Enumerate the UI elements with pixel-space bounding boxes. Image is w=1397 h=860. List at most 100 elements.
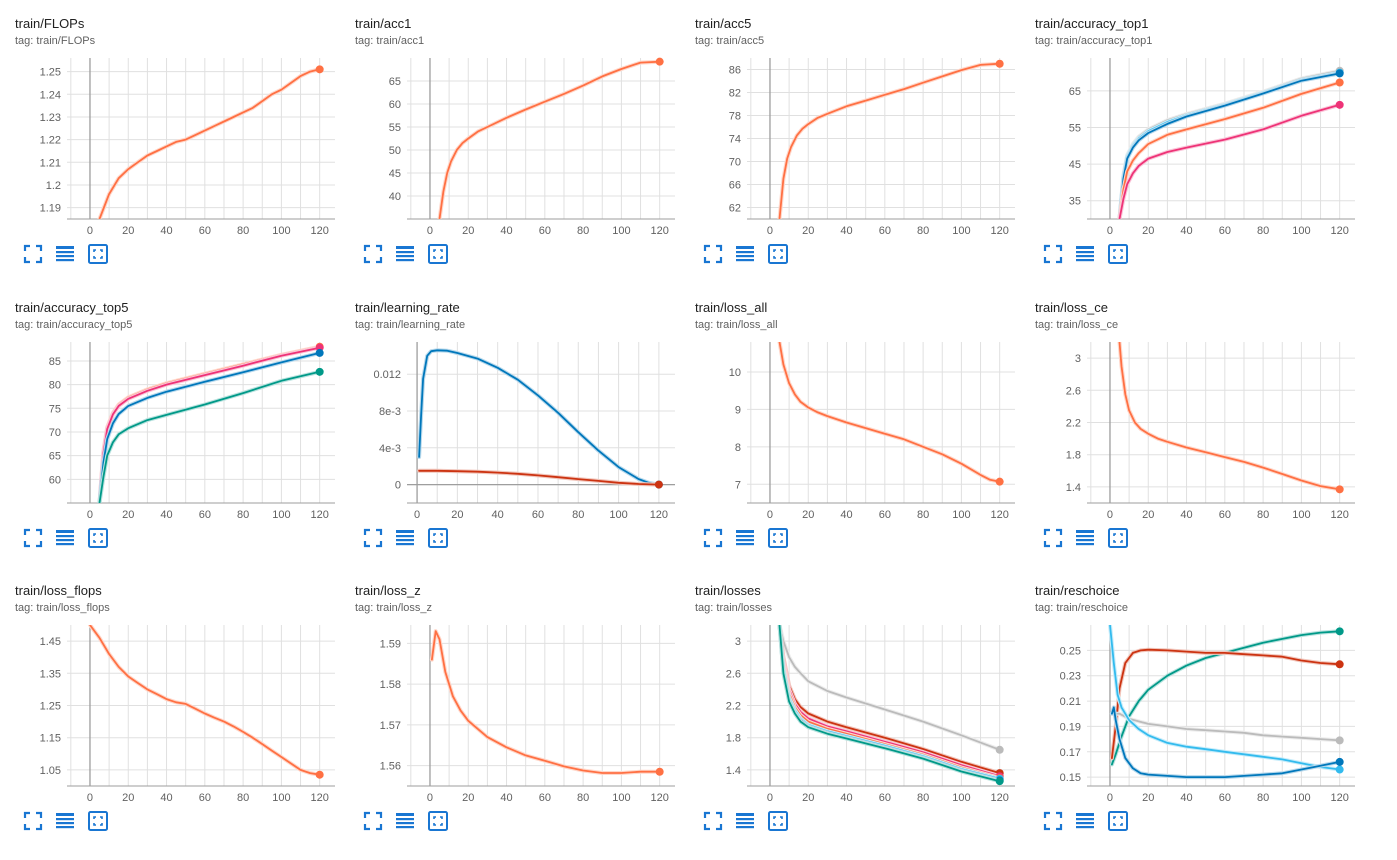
data-table-icon[interactable] (395, 528, 415, 548)
fit-domain-icon[interactable] (88, 244, 108, 264)
series-line[interactable] (1111, 630, 1341, 766)
fit-domain-icon[interactable] (1108, 244, 1128, 264)
series-line[interactable] (1118, 103, 1341, 219)
raw-series-line (97, 369, 322, 503)
fit-domain-icon[interactable] (88, 528, 108, 548)
fullscreen-icon[interactable] (23, 811, 43, 831)
last-point-marker[interactable] (654, 480, 663, 489)
last-point-marker[interactable] (1335, 765, 1344, 774)
last-point-marker[interactable] (995, 777, 1004, 786)
fit-domain-icon[interactable] (428, 811, 448, 831)
chart-plot[interactable]: 1.19 1.2 1.21 1.22 1.23 1.24 1.25 0 20 40 60 80 100 1… (15, 52, 345, 237)
fullscreen-icon[interactable] (23, 244, 43, 264)
fullscreen-icon[interactable] (363, 244, 383, 264)
fit-domain-icon[interactable] (768, 528, 788, 548)
fit-domain-icon[interactable] (428, 244, 448, 264)
data-table-icon[interactable] (395, 811, 415, 831)
last-point-marker[interactable] (315, 367, 324, 376)
data-table-icon[interactable] (1075, 244, 1095, 264)
last-point-marker[interactable] (1335, 485, 1344, 494)
last-point-marker[interactable] (995, 477, 1004, 486)
chart-plot[interactable]: 1.56 1.57 1.58 1.59 0 20 40 60 80 100 120 (355, 619, 685, 804)
data-table-icon[interactable] (1075, 528, 1095, 548)
y-tick-label: 1.24 (40, 89, 61, 101)
series-line[interactable] (1111, 712, 1341, 742)
series-line[interactable] (778, 62, 1001, 219)
last-point-marker[interactable] (655, 767, 664, 776)
fit-domain-icon[interactable] (1108, 528, 1128, 548)
series-line[interactable] (98, 68, 321, 219)
last-point-marker[interactable] (995, 59, 1004, 68)
series-line[interactable] (98, 346, 321, 503)
chart-plot[interactable]: 35 45 55 65 0 20 40 60 80 100 120 (1035, 52, 1365, 237)
series-line[interactable] (89, 625, 321, 776)
series-line[interactable] (778, 342, 1001, 483)
chart-plot[interactable]: 0 4e-3 8e-3 0.012 0 20 40 60 80 100 120 (355, 336, 685, 521)
last-point-marker[interactable] (1335, 627, 1344, 636)
y-tick-label: 1.19 (40, 203, 61, 215)
fullscreen-icon[interactable] (363, 528, 383, 548)
chart-plot[interactable]: 60 65 70 75 80 85 0 20 40 60 80 100 120 (15, 336, 345, 521)
last-point-marker[interactable] (1335, 69, 1344, 78)
fit-domain-icon[interactable] (768, 811, 788, 831)
chart-plot[interactable]: 40 45 50 55 60 65 0 20 40 60 80 100 120 (355, 52, 685, 237)
fit-domain-icon[interactable] (88, 811, 108, 831)
series-line[interactable] (778, 625, 1001, 783)
data-table-icon[interactable] (55, 528, 75, 548)
series-line[interactable] (1111, 648, 1341, 760)
data-table-icon[interactable] (1075, 811, 1095, 831)
last-point-marker[interactable] (1335, 100, 1344, 109)
fit-domain-icon[interactable] (768, 244, 788, 264)
fullscreen-icon[interactable] (703, 811, 723, 831)
chart-plot[interactable]: 1.05 1.15 1.25 1.35 1.45 0 20 40 60 80 100 120 (15, 619, 345, 804)
series-line[interactable] (1111, 706, 1341, 779)
data-table-icon[interactable] (55, 244, 75, 264)
data-table-icon[interactable] (735, 244, 755, 264)
series-line[interactable] (418, 469, 660, 486)
series-line[interactable] (431, 630, 661, 774)
fit-domain-icon[interactable] (1108, 811, 1128, 831)
series-line[interactable] (778, 625, 1001, 751)
fullscreen-icon[interactable] (23, 528, 43, 548)
series-line[interactable] (1118, 342, 1341, 491)
series-line[interactable] (1109, 625, 1341, 771)
series-line[interactable] (778, 625, 1001, 782)
last-point-marker[interactable] (1335, 736, 1344, 745)
data-table-icon[interactable] (395, 244, 415, 264)
last-point-marker[interactable] (995, 745, 1004, 754)
fullscreen-icon[interactable] (363, 811, 383, 831)
series-line[interactable] (778, 625, 1001, 780)
fullscreen-icon[interactable] (1043, 244, 1063, 264)
data-table-icon[interactable] (735, 528, 755, 548)
last-point-marker[interactable] (1335, 78, 1344, 87)
series-line[interactable] (418, 349, 660, 486)
last-point-marker[interactable] (315, 770, 324, 779)
last-point-marker[interactable] (655, 57, 664, 66)
fullscreen-icon[interactable] (1043, 528, 1063, 548)
last-point-marker[interactable] (315, 65, 324, 74)
fullscreen-icon[interactable] (703, 244, 723, 264)
series-line[interactable] (438, 60, 661, 219)
data-table-icon[interactable] (735, 811, 755, 831)
last-point-marker[interactable] (1335, 757, 1344, 766)
fullscreen-icon[interactable] (1043, 811, 1063, 831)
chart-plot[interactable]: 1.4 1.8 2.2 2.6 3 0 20 40 60 80 100 120 (1035, 336, 1365, 521)
y-tick-label: 1.25 (40, 67, 61, 79)
x-tick-label: 0 (767, 509, 773, 521)
chart-plot[interactable]: 0.15 0.17 0.19 0.21 0.23 0.25 0 20 40 60 80 100 120 (1035, 619, 1365, 804)
series-line[interactable] (98, 351, 321, 503)
series-line[interactable] (98, 370, 321, 503)
series-line[interactable] (778, 625, 1001, 778)
fit-domain-icon[interactable] (428, 528, 448, 548)
fullscreen-icon[interactable] (703, 528, 723, 548)
last-point-marker[interactable] (1335, 660, 1344, 669)
series-line[interactable] (1118, 71, 1341, 219)
series-line[interactable] (1118, 81, 1341, 220)
last-point-marker[interactable] (315, 348, 324, 357)
data-table-icon[interactable] (55, 811, 75, 831)
series-line[interactable] (778, 625, 1001, 779)
chart-plot[interactable]: 62 66 70 74 78 82 86 0 20 40 60 80 100 120 (695, 52, 1025, 237)
chart-plot[interactable]: 1.4 1.8 2.2 2.6 3 0 20 40 60 80 100 120 (695, 619, 1025, 804)
series-line[interactable] (1118, 72, 1341, 219)
